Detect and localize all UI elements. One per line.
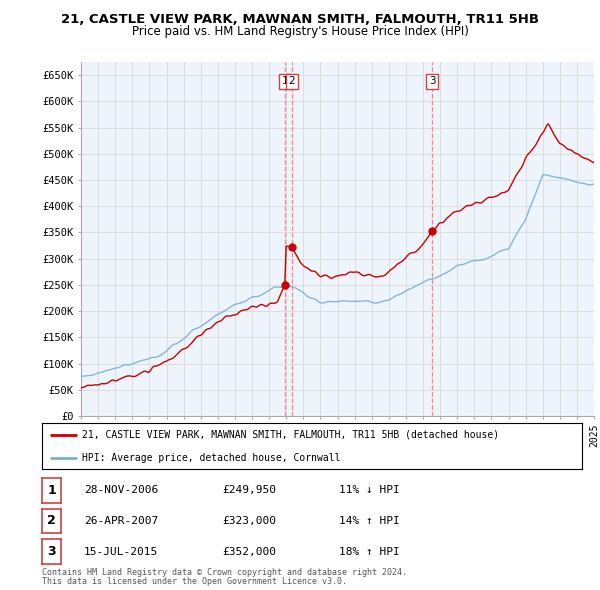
Text: Price paid vs. HM Land Registry's House Price Index (HPI): Price paid vs. HM Land Registry's House … <box>131 25 469 38</box>
Text: 2: 2 <box>47 514 56 527</box>
Text: 14% ↑ HPI: 14% ↑ HPI <box>339 516 400 526</box>
Text: This data is licensed under the Open Government Licence v3.0.: This data is licensed under the Open Gov… <box>42 578 347 586</box>
Text: 21, CASTLE VIEW PARK, MAWNAN SMITH, FALMOUTH, TR11 5HB (detached house): 21, CASTLE VIEW PARK, MAWNAN SMITH, FALM… <box>83 430 500 440</box>
Text: £249,950: £249,950 <box>222 486 276 495</box>
Text: 1: 1 <box>281 77 288 86</box>
Text: Contains HM Land Registry data © Crown copyright and database right 2024.: Contains HM Land Registry data © Crown c… <box>42 568 407 577</box>
Text: HPI: Average price, detached house, Cornwall: HPI: Average price, detached house, Corn… <box>83 453 341 463</box>
Text: 21, CASTLE VIEW PARK, MAWNAN SMITH, FALMOUTH, TR11 5HB: 21, CASTLE VIEW PARK, MAWNAN SMITH, FALM… <box>61 13 539 26</box>
Text: 26-APR-2007: 26-APR-2007 <box>84 516 158 526</box>
Text: 28-NOV-2006: 28-NOV-2006 <box>84 486 158 495</box>
Text: 15-JUL-2015: 15-JUL-2015 <box>84 547 158 556</box>
Text: 3: 3 <box>429 77 436 86</box>
Text: 2: 2 <box>289 77 295 86</box>
Text: 18% ↑ HPI: 18% ↑ HPI <box>339 547 400 556</box>
Text: 1: 1 <box>47 484 56 497</box>
Text: 11% ↓ HPI: 11% ↓ HPI <box>339 486 400 495</box>
Text: 3: 3 <box>47 545 56 558</box>
Text: £352,000: £352,000 <box>222 547 276 556</box>
Text: £323,000: £323,000 <box>222 516 276 526</box>
